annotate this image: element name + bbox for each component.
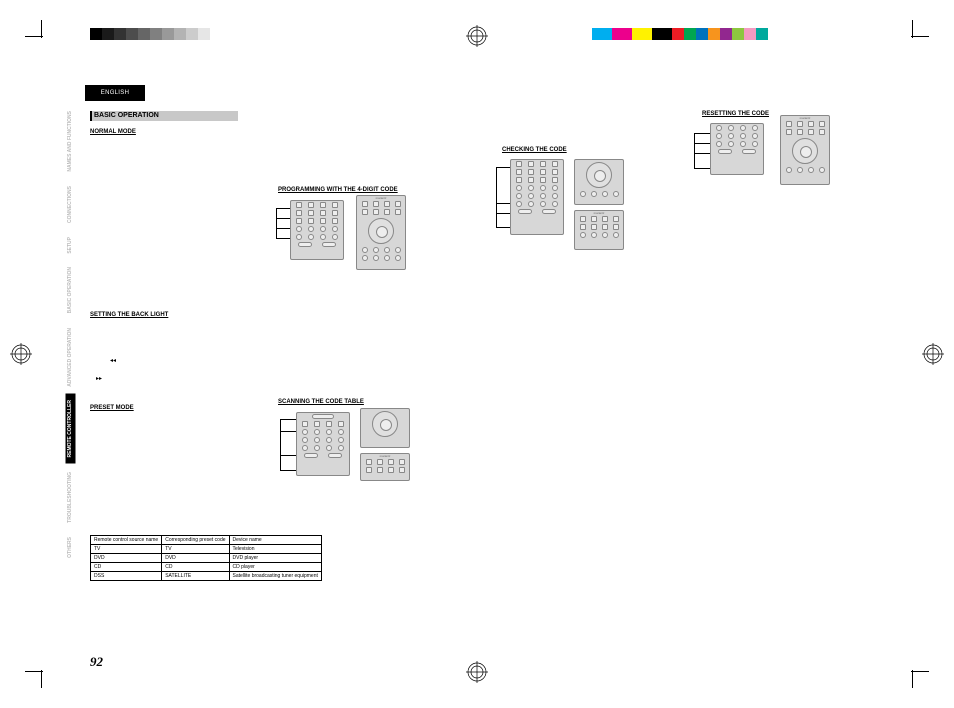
leader-line [694,133,710,134]
leader-line [276,208,290,209]
side-tab: CONNECTIONS [66,180,76,229]
heading-normal-mode: NORMAL MODE [90,129,136,135]
side-tab: NAMES AND FUNCTIONS [66,105,76,178]
heading-preset-mode: PRESET MODE [90,405,134,411]
language-tab: ENGLISH [85,85,145,101]
leader-line [280,455,296,456]
registration-mark-top [466,25,488,47]
leader-line [280,419,296,420]
side-tab: SETUP [66,231,76,260]
table-header: Corresponding preset code [162,536,229,545]
side-tab: BASIC OPERATION [66,261,76,319]
leader-line [280,419,281,470]
table-header: Device name [229,536,321,545]
table-row: TVTVTelevision [91,545,322,554]
heading-setting-backlight: SETTING THE BACK LIGHT [90,312,168,318]
leader-line [276,208,277,238]
remote-diagram-resetting-keypad [710,123,764,175]
preset-code-table: Remote control source nameCorresponding … [90,535,322,581]
remote-diagram-checking-full: marantz [574,210,624,250]
next-icon: ▸▸ [96,375,102,382]
leader-line [496,203,510,204]
leader-line [280,431,296,432]
side-tab: REMOTE CONTROLLER [66,394,76,464]
leader-line [694,143,710,144]
table-header: Remote control source name [91,536,162,545]
section-title-bar: BASIC OPERATION [90,111,238,121]
leader-line [276,228,290,229]
page-content: ENGLISH NAMES AND FUNCTIONSCONNECTIONSSE… [70,55,890,665]
side-tab: ADVANCED OPERATION [66,322,76,393]
registration-mark-right [922,343,944,365]
remote-diagram-scanning-keypad [296,412,350,476]
heading-resetting: RESETTING THE CODE [702,111,769,117]
page-number: 92 [90,654,103,670]
table-row: DSSSATELLITESatellite broadcasting tuner… [91,572,322,581]
side-tabs: NAMES AND FUNCTIONS CONNECTIONS SETUPBASIC… [66,105,84,566]
remote-diagram-programming-full: marantz [356,195,406,270]
table-row: CDCDCD player [91,563,322,572]
grayscale-colorbar [90,28,222,40]
side-tab: OTHERS [66,531,76,564]
remote-diagram-resetting-full: marantz [780,115,830,185]
cmyk-colorbar [592,28,768,40]
heading-checking: CHECKING THE CODE [502,147,567,153]
prev-icon: ◂◂ [110,357,116,364]
remote-diagram-programming-keypad [290,200,344,260]
leader-line [496,213,510,214]
leader-line [280,470,296,471]
side-tab: TROUBLESHOOTING [66,466,76,529]
remote-diagram-scanning-bottom: marantz [360,453,410,481]
leader-line [276,218,290,219]
leader-line [694,153,710,154]
leader-line [694,168,710,169]
remote-diagram-checking-keypad [510,159,564,235]
leader-line [496,227,510,228]
remote-diagram-checking-dpad [574,159,624,205]
leader-line [694,133,695,168]
leader-line [276,238,290,239]
registration-mark-left [10,343,32,365]
table-row: DVDDVDDVD player [91,554,322,563]
heading-scanning: SCANNING THE CODE TABLE [278,399,364,405]
leader-line [496,167,510,168]
leader-line [496,167,497,227]
remote-diagram-scanning-dpad [360,408,410,448]
heading-programming: PROGRAMMING WITH THE 4-DIGIT CODE [278,187,398,193]
